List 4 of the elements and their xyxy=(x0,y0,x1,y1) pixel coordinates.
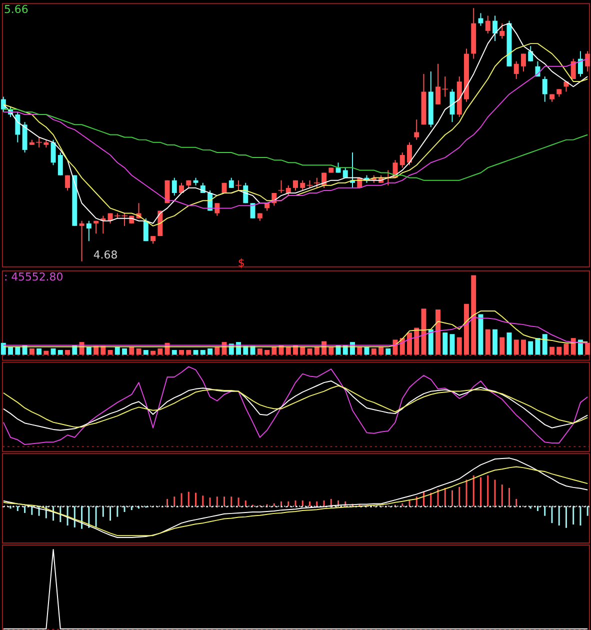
annotation: $ xyxy=(238,256,245,270)
annotation: 5.66 xyxy=(4,3,28,16)
annotation: 4.68 xyxy=(93,248,118,262)
annotation: : 45552.80 xyxy=(4,270,64,284)
